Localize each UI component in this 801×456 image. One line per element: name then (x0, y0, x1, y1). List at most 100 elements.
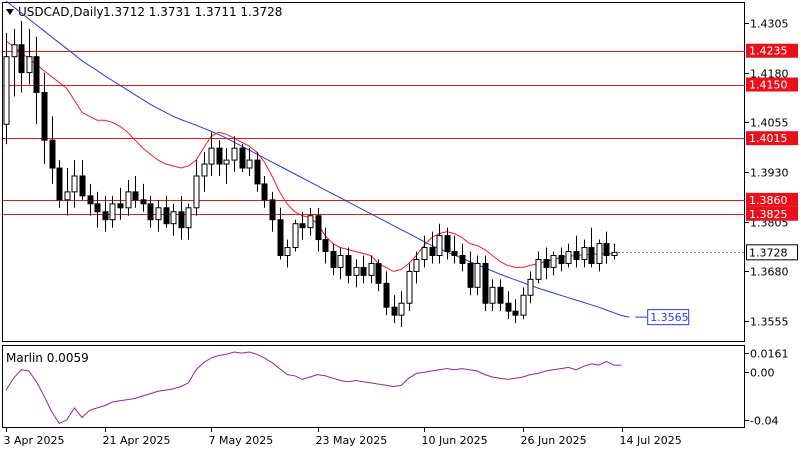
time-tick-label: 3 Apr 2025 (4, 434, 65, 447)
current-price-text: 1.3728 (749, 246, 788, 259)
level-label-1-bg (746, 77, 798, 92)
candle-body (573, 251, 580, 260)
level-label-3-text: 1.3860 (749, 194, 788, 207)
current-price-box (746, 244, 798, 261)
candle-body (413, 258, 420, 272)
candle-body (132, 191, 139, 201)
candle-body (330, 251, 337, 268)
candles-layer (3, 20, 618, 328)
level-label-3-bg (746, 192, 798, 207)
time-axis-layer: 3 Apr 2025 21 Apr 2025 7 May 2025 23 May 20… (4, 428, 682, 447)
level-label-2-bg (746, 131, 798, 146)
candle-body (102, 211, 109, 221)
candle-body (261, 183, 268, 201)
candle-body (125, 191, 132, 209)
candle-body (368, 262, 375, 276)
level-label-1-text: 1.4150 (749, 79, 788, 92)
candle-body (543, 258, 550, 268)
indicator-pane-frame (2, 345, 745, 428)
candle-body (185, 207, 192, 229)
candle-body (520, 294, 527, 316)
levels-layer (3, 51, 745, 215)
candle-body (429, 247, 436, 257)
candle-body (505, 302, 512, 312)
candle-body (497, 286, 504, 304)
candle-body (299, 223, 306, 229)
candle-body (147, 203, 154, 221)
candle-body (231, 147, 238, 161)
time-tick-label: 14 Jul 2025 (620, 434, 682, 447)
candle-body (109, 203, 116, 221)
candle-body (178, 211, 185, 229)
candle-body (284, 247, 291, 257)
level-label-1: 1.4150 (746, 77, 798, 92)
price-tick-label: 1.3930 (750, 167, 789, 180)
main-pane-frame (2, 2, 745, 342)
candle-body (383, 282, 390, 308)
level-label-4-text: 1.3825 (749, 208, 788, 221)
level-label-3: 1.3860 (746, 192, 798, 207)
candle-body (353, 266, 360, 276)
fast-ma-line (5, 40, 615, 272)
candle-body (474, 262, 481, 288)
marlin-label: Marlin 0.0059 (6, 351, 89, 365)
dropdown-triangle-icon[interactable] (6, 9, 14, 15)
candle-body (277, 219, 284, 257)
candle-body (436, 235, 443, 257)
level-label-2-text: 1.4015 (749, 132, 788, 145)
time-tick-label: 26 Jun 2025 (521, 434, 587, 447)
slow-ma-label-text: 1.3565 (650, 311, 689, 324)
price-tick-label: 1.4180 (750, 68, 789, 81)
price-tick-label: 1.3680 (750, 266, 789, 279)
level-label-4-bg (746, 206, 798, 221)
current-price-label: 1.3728 (618, 244, 798, 261)
level-label-0-text: 1.4235 (749, 45, 788, 58)
candle-body (87, 195, 94, 205)
candle-body (550, 255, 557, 268)
marlin-tick-label: 0.0161 (750, 348, 789, 361)
ohlc-readout: 1.3712 1.3731 1.3711 1.3728 (103, 5, 282, 19)
candle-body (246, 159, 253, 169)
candle-body (489, 286, 496, 304)
candle-body (360, 266, 367, 276)
candle-body (117, 203, 124, 209)
candle-body (611, 251, 618, 257)
marlin-line (5, 351, 622, 425)
candle-body (170, 211, 177, 225)
slow-ma-label-box (647, 309, 690, 326)
candle-body (307, 215, 314, 229)
slow-ma-line (5, 0, 630, 318)
candle-body (459, 255, 466, 264)
candle-body (603, 243, 610, 257)
marlin-tick-label: 0.00 (750, 367, 775, 380)
candle-body (79, 175, 86, 197)
price-tick-label: 1.4305 (750, 18, 789, 31)
candle-body (512, 310, 519, 316)
candle-body (33, 56, 40, 93)
candle-body (239, 147, 246, 169)
candle-body (18, 44, 25, 74)
candle-body (375, 262, 382, 284)
candle-body (322, 239, 329, 253)
candle-body (467, 262, 474, 288)
price-tick-label: 1.3555 (750, 316, 789, 329)
slow-ma-value-label: 1.3565 (635, 309, 690, 326)
candle-body (527, 278, 534, 296)
candle-body (64, 191, 71, 201)
time-tick-label: 10 Jun 2025 (422, 434, 488, 447)
candle-body (223, 159, 230, 165)
time-tick-label: 7 May 2025 (209, 434, 274, 447)
candle-body (3, 56, 10, 125)
candle-body (56, 167, 63, 201)
candle-body (451, 251, 458, 257)
price-axis-layer: 1.43051.41801.40551.39301.38051.36801.35… (618, 18, 798, 329)
candle-body (315, 215, 322, 241)
marlin-layer: 0.0161 0.00 -0.04 (5, 348, 789, 428)
candle-body (596, 243, 603, 264)
candle-body (444, 235, 451, 253)
candle-body (269, 199, 276, 221)
candle-body (588, 247, 595, 264)
level-label-0: 1.4235 (746, 43, 798, 58)
